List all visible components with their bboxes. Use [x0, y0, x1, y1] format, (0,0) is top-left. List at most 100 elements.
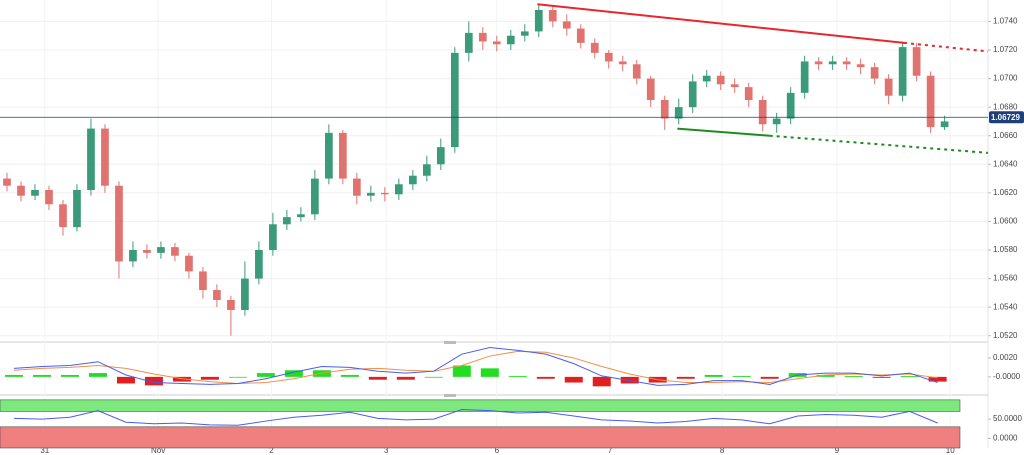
candle-body — [842, 61, 851, 65]
candle-body — [856, 64, 865, 68]
candle-body — [353, 178, 361, 196]
candle-body — [31, 190, 39, 196]
histogram-bar — [536, 376, 555, 379]
histogram-bar — [480, 368, 499, 377]
candle-body — [744, 87, 753, 100]
candle-body — [227, 300, 235, 310]
histogram-bar — [4, 374, 23, 377]
histogram-bar — [116, 376, 135, 384]
y-tick-label: 50.0000 — [993, 414, 1022, 423]
candle-body — [506, 35, 515, 45]
panel-handle[interactable] — [444, 394, 456, 397]
x-tick-label: Nov — [151, 446, 165, 455]
trendline — [769, 134, 989, 154]
y-tick-label: 1.0600 — [993, 217, 1018, 226]
candle-body — [241, 278, 249, 310]
candle-body — [436, 147, 445, 165]
candle-body — [59, 204, 67, 228]
candle-body — [199, 271, 207, 290]
histogram-bar — [396, 376, 415, 380]
trendline — [677, 127, 770, 137]
histogram-bar — [732, 375, 751, 377]
histogram-bar — [284, 370, 303, 377]
histogram-bar — [60, 374, 79, 377]
signal-line — [13, 350, 938, 384]
y-tick-label: 1.0580 — [993, 245, 1018, 254]
histogram-bar — [928, 376, 947, 382]
candle-body — [380, 192, 389, 195]
trendline — [903, 41, 989, 53]
candle-body — [604, 52, 613, 62]
candle-body — [450, 52, 459, 148]
candle-body — [660, 100, 669, 119]
candle-body — [590, 42, 599, 53]
candle-body — [17, 185, 25, 196]
candle-body — [716, 75, 725, 85]
candle-body — [129, 250, 137, 262]
x-tick-label: 6 — [495, 446, 500, 455]
candle-body — [73, 190, 81, 228]
y-tick-label: 1.0560 — [993, 274, 1018, 283]
y-tick-label: 1.0540 — [993, 302, 1018, 311]
macd-line — [13, 347, 938, 386]
candle-body — [772, 118, 781, 125]
candle-body — [632, 64, 641, 79]
candle-body — [478, 32, 487, 42]
histogram-bar — [256, 373, 275, 377]
candle-body — [800, 61, 809, 93]
candle-body — [618, 61, 627, 65]
candle-body — [143, 250, 151, 253]
candle-body — [339, 132, 347, 179]
y-tick-label: 1.0720 — [993, 45, 1018, 54]
candle-body — [534, 10, 543, 32]
y-tick-label: 1.0740 — [993, 17, 1018, 26]
histogram-bar — [704, 374, 723, 377]
candle-body — [422, 164, 431, 176]
candle-body — [157, 247, 165, 253]
rsi-line — [13, 409, 938, 426]
panel-handle[interactable] — [444, 341, 456, 344]
x-tick-label: 3 — [384, 446, 389, 455]
candle-body — [940, 121, 949, 128]
histogram-bar — [816, 374, 835, 377]
histogram-bar — [88, 373, 107, 377]
candle-body — [548, 10, 557, 22]
candle-body — [576, 28, 585, 43]
histogram-bar — [844, 375, 863, 377]
histogram-bar — [676, 376, 695, 379]
histogram-bar — [872, 376, 891, 378]
candle-body — [730, 84, 739, 88]
trendline — [537, 3, 905, 44]
candle-body — [269, 224, 277, 250]
candle-body — [367, 192, 375, 196]
histogram-bar — [452, 365, 471, 377]
candle-body — [926, 75, 935, 128]
candle-body — [325, 132, 333, 179]
candle-body — [115, 185, 123, 262]
candle-body — [171, 247, 179, 256]
histogram-bar — [32, 374, 51, 377]
y-tick-label: 1.0620 — [993, 188, 1018, 197]
candle-body — [786, 92, 795, 119]
histogram-bar — [368, 376, 387, 380]
histogram-bar — [340, 374, 359, 377]
candle-body — [562, 21, 571, 29]
candle-body — [255, 250, 263, 279]
candle-body — [912, 47, 921, 76]
y-tick-label: 1.0660 — [993, 131, 1018, 140]
candle-body — [758, 100, 767, 125]
candle-body — [394, 184, 403, 195]
rsi-band — [0, 399, 961, 412]
last-price-label: 1.06729 — [991, 113, 1020, 122]
y-tick-label: 1.0700 — [993, 74, 1018, 83]
candle-body — [520, 31, 529, 36]
candle-body — [3, 178, 11, 186]
candle-body — [185, 255, 193, 272]
x-tick-label: 2 — [269, 446, 274, 455]
last-price-badge — [989, 111, 1024, 124]
histogram-bar — [144, 376, 163, 386]
candle-body — [87, 128, 95, 190]
y-tick-label: -0.0000 — [993, 372, 1021, 381]
